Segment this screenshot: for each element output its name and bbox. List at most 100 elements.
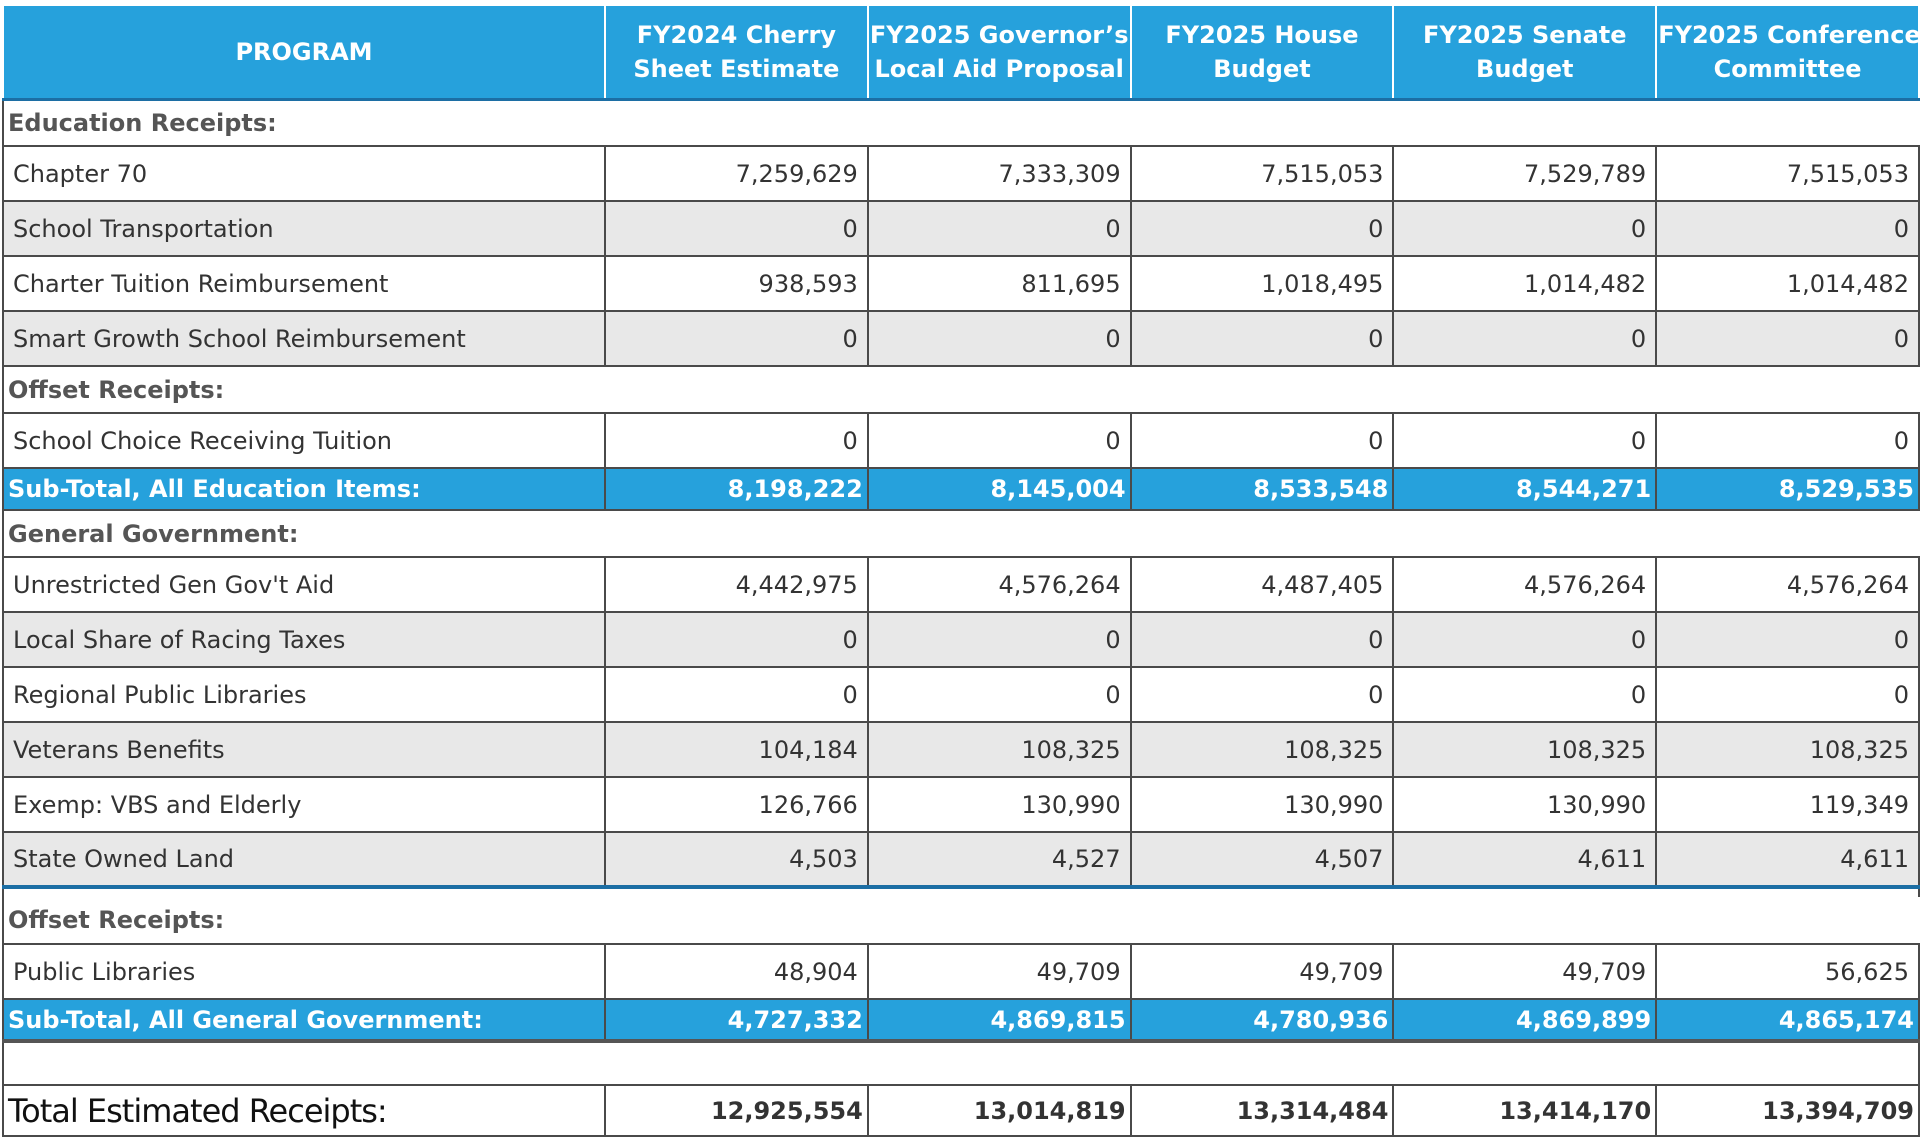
value-cell: 126,766 xyxy=(604,776,869,833)
value-cell: 1,014,482 xyxy=(1392,255,1658,312)
value-cell: 0 xyxy=(866,200,1132,257)
header-fy2025-senate: FY2025 Senate Budget xyxy=(1392,4,1658,101)
total-value: 13,414,170 xyxy=(1392,1084,1658,1137)
value-cell: 108,325 xyxy=(866,721,1132,778)
table-row: School Transportation 0 0 0 0 0 xyxy=(2,200,1920,257)
value-cell: 1,014,482 xyxy=(1655,255,1920,312)
value-cell: 4,576,264 xyxy=(1392,556,1658,613)
value-cell: 4,576,264 xyxy=(866,556,1132,613)
program-name: Chapter 70 xyxy=(2,145,606,202)
header-fy2025-conference: FY2025 Conference Committee xyxy=(1655,4,1920,101)
value-cell: 108,325 xyxy=(1129,721,1395,778)
section-heading: Education Receipts: xyxy=(2,99,1919,147)
program-name: State Owned Land xyxy=(2,831,606,888)
value-cell: 0 xyxy=(1129,412,1395,469)
separator-cell xyxy=(2,885,1920,897)
value-cell: 0 xyxy=(866,611,1132,668)
value-cell: 4,487,405 xyxy=(1129,556,1395,613)
subtotal-education-row: Sub-Total, All Education Items: 8,198,22… xyxy=(2,467,1920,511)
program-name: Charter Tuition Reimbursement xyxy=(2,255,606,312)
section-education-receipts: Education Receipts: xyxy=(2,99,1919,147)
header-fy2025-house: FY2025 House Budget xyxy=(1129,4,1395,101)
value-cell: 0 xyxy=(1129,200,1395,257)
value-cell: 4,611 xyxy=(1392,831,1658,888)
table-row: Chapter 70 7,259,629 7,333,309 7,515,053… xyxy=(2,145,1920,202)
value-cell: 0 xyxy=(1392,200,1658,257)
subtotal-label: Sub-Total, All General Government: xyxy=(2,998,606,1042)
value-cell: 1,018,495 xyxy=(1129,255,1395,312)
value-cell: 56,625 xyxy=(1655,943,1920,1000)
section-separator xyxy=(2,885,1920,897)
value-cell: 130,990 xyxy=(1392,776,1658,833)
value-cell: 0 xyxy=(1129,666,1395,723)
value-cell: 0 xyxy=(866,666,1132,723)
program-name: School Choice Receiving Tuition xyxy=(2,412,606,469)
value-cell: 0 xyxy=(604,611,869,668)
total-value: 13,014,819 xyxy=(866,1084,1132,1137)
value-cell: 4,507 xyxy=(1129,831,1395,888)
subtotal-value: 4,869,815 xyxy=(866,998,1132,1042)
subtotal-value: 8,533,548 xyxy=(1129,467,1395,511)
value-cell: 4,611 xyxy=(1655,831,1920,888)
blank-row xyxy=(2,1039,1920,1086)
value-cell: 0 xyxy=(604,666,869,723)
value-cell: 48,904 xyxy=(604,943,869,1000)
value-cell: 0 xyxy=(604,200,869,257)
program-name: Regional Public Libraries xyxy=(2,666,606,723)
table-row: School Choice Receiving Tuition 0 0 0 0 … xyxy=(2,412,1920,469)
value-cell: 7,515,053 xyxy=(1655,145,1920,202)
value-cell: 0 xyxy=(866,412,1132,469)
value-cell: 7,259,629 xyxy=(604,145,869,202)
total-value: 13,394,709 xyxy=(1655,1084,1920,1137)
value-cell: 811,695 xyxy=(866,255,1132,312)
value-cell: 0 xyxy=(1129,611,1395,668)
value-cell: 7,515,053 xyxy=(1129,145,1395,202)
subtotal-value: 8,145,004 xyxy=(866,467,1132,511)
program-name: Public Libraries xyxy=(2,943,606,1000)
value-cell: 0 xyxy=(604,412,869,469)
program-name: Smart Growth School Reimbursement xyxy=(2,310,606,367)
value-cell: 4,442,975 xyxy=(604,556,869,613)
value-cell: 0 xyxy=(1392,412,1658,469)
total-value: 12,925,554 xyxy=(604,1084,869,1137)
value-cell: 130,990 xyxy=(1129,776,1395,833)
value-cell: 0 xyxy=(1655,412,1920,469)
value-cell: 108,325 xyxy=(1655,721,1920,778)
program-name: Veterans Benefits xyxy=(2,721,606,778)
value-cell: 0 xyxy=(1129,310,1395,367)
subtotal-general-government-row: Sub-Total, All General Government: 4,727… xyxy=(2,998,1920,1042)
value-cell: 119,349 xyxy=(1655,776,1920,833)
value-cell: 0 xyxy=(1655,200,1920,257)
table-row: Charter Tuition Reimbursement 938,593 81… xyxy=(2,255,1920,312)
header-fy2025-governor: FY2025 Governor’s Local Aid Proposal xyxy=(866,4,1132,101)
subtotal-value: 4,727,332 xyxy=(604,998,869,1042)
subtotal-value: 8,529,535 xyxy=(1655,467,1920,511)
header-row: PROGRAM FY2024 Cherry Sheet Estimate FY20… xyxy=(2,4,1920,101)
value-cell: 4,527 xyxy=(866,831,1132,888)
header-program: PROGRAM xyxy=(2,4,606,101)
section-heading: General Government: xyxy=(2,509,1919,558)
value-cell: 49,709 xyxy=(1392,943,1658,1000)
program-name: Unrestricted Gen Gov't Aid xyxy=(2,556,606,613)
value-cell: 108,325 xyxy=(1392,721,1658,778)
table-row: Regional Public Libraries 0 0 0 0 0 xyxy=(2,666,1920,723)
subtotal-value: 8,544,271 xyxy=(1392,467,1658,511)
value-cell: 4,576,264 xyxy=(1655,556,1920,613)
value-cell: 0 xyxy=(1655,666,1920,723)
table-row: Unrestricted Gen Gov't Aid 4,442,975 4,5… xyxy=(2,556,1920,613)
value-cell: 938,593 xyxy=(604,255,869,312)
value-cell: 0 xyxy=(604,310,869,367)
value-cell: 7,529,789 xyxy=(1392,145,1658,202)
section-general-government: General Government: xyxy=(2,509,1919,558)
section-heading: Offset Receipts: xyxy=(2,897,1919,945)
program-name: Exemp: VBS and Elderly xyxy=(2,776,606,833)
program-name: School Transportation xyxy=(2,200,606,257)
table-row: State Owned Land 4,503 4,527 4,507 4,611… xyxy=(2,831,1920,888)
value-cell: 0 xyxy=(1392,666,1658,723)
value-cell: 0 xyxy=(1392,611,1658,668)
table-row: Public Libraries 48,904 49,709 49,709 49… xyxy=(2,943,1920,1000)
section-heading: Offset Receipts: xyxy=(2,365,1919,414)
table-row: Local Share of Racing Taxes 0 0 0 0 0 xyxy=(2,611,1920,668)
value-cell: 0 xyxy=(866,310,1132,367)
subtotal-label: Sub-Total, All Education Items: xyxy=(2,467,606,511)
